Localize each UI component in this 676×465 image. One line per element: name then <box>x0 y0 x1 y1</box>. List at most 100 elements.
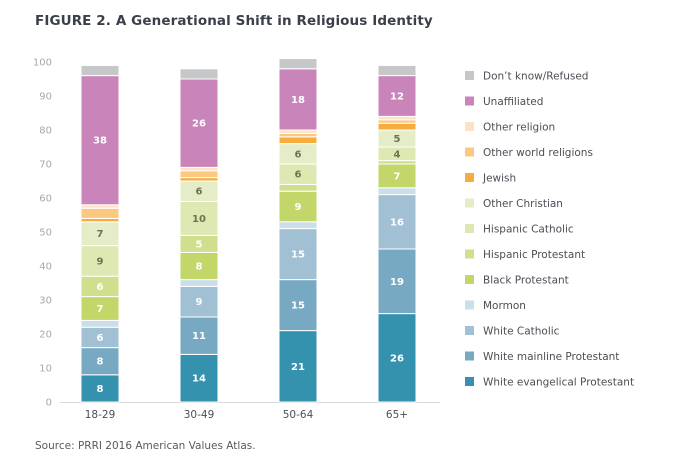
data-label: 21 <box>291 362 305 373</box>
data-label: 7 <box>97 229 104 240</box>
bar-segment <box>278 136 318 145</box>
y-tick-label: 20 <box>39 330 52 341</box>
legend-item: Other Christian <box>465 198 563 210</box>
bar-stack-18-29: 8 8 6 7 6 9 7 38 <box>80 64 120 403</box>
data-label: 8 <box>97 384 104 395</box>
y-tick-label: 90 <box>39 92 52 103</box>
legend-item: White mainline Protestant <box>465 351 619 363</box>
data-label: 12 <box>390 92 404 103</box>
y-tick-label: 100 <box>33 58 52 69</box>
legend-item: Black Protestant <box>465 275 569 287</box>
y-tick-label: 80 <box>39 126 52 137</box>
x-tick-label: 18-29 <box>85 409 116 421</box>
data-label: 4 <box>394 149 401 160</box>
legend-label: Don’t know/Refused <box>483 71 588 83</box>
legend-swatch <box>465 147 474 157</box>
legend-swatch <box>465 96 474 106</box>
legend-label: Mormon <box>483 300 526 312</box>
legend-item: Unaffiliated <box>465 96 543 108</box>
bar-segment <box>179 279 219 287</box>
legend: Don’t know/Refused Unaffiliated Other reli… <box>465 71 634 389</box>
legend-item: Other religion <box>465 122 555 134</box>
bar-segment <box>80 207 120 219</box>
y-tick-label: 70 <box>39 160 52 171</box>
bar-segment <box>179 166 219 172</box>
legend-label: Other religion <box>483 122 555 134</box>
bar-segment <box>278 190 318 223</box>
data-label: 9 <box>97 256 104 267</box>
bar-segment <box>80 217 120 223</box>
bar-segment <box>179 285 219 318</box>
y-tick-label: 10 <box>39 364 52 375</box>
bar-segment <box>179 68 219 80</box>
bar-segment <box>377 194 417 250</box>
bar-segment <box>179 200 219 236</box>
bar-segment <box>278 330 318 403</box>
legend-item: Don’t know/Refused <box>465 71 588 83</box>
bar-segment <box>377 187 417 196</box>
legend-item: White evangelical Protestant <box>465 377 634 389</box>
legend-label: White evangelical Protestant <box>483 377 634 389</box>
legend-label: White mainline Protestant <box>483 351 619 363</box>
x-tick-label: 30-49 <box>184 409 215 421</box>
legend-label: Hispanic Protestant <box>483 249 585 261</box>
data-label: 8 <box>97 357 104 368</box>
bar-segment <box>377 115 417 121</box>
bar-segment <box>80 204 120 209</box>
legend-swatch <box>465 326 474 335</box>
bar-segment <box>278 132 318 138</box>
legend-swatch <box>465 224 474 233</box>
data-label: 7 <box>394 171 401 182</box>
y-tick-label: 40 <box>39 262 52 273</box>
legend-swatch <box>465 377 474 386</box>
bars: 8 8 6 7 6 9 7 38 14 11 9 8 5 10 6 26 21 15 15 9 6 6 18 26 19 16 7 4… <box>80 58 417 403</box>
bar-segment <box>377 248 417 315</box>
legend-item: Hispanic Catholic <box>465 224 574 236</box>
legend-item: White Catholic <box>465 326 560 338</box>
legend-label: Black Protestant <box>483 275 569 287</box>
y-tick-label: 0 <box>46 398 52 409</box>
bar-segment <box>80 75 120 206</box>
data-label: 9 <box>196 297 203 308</box>
bar-segment <box>179 316 219 355</box>
bar-segment <box>377 75 417 117</box>
bar-segment <box>179 78 219 168</box>
bar-segment <box>278 58 318 70</box>
legend-swatch <box>465 198 474 208</box>
legend-item: Other world religions <box>465 147 593 159</box>
data-label: 18 <box>291 95 305 106</box>
y-axis: 0 10 20 30 40 50 60 70 80 90 100 <box>33 58 440 409</box>
data-label: 7 <box>97 304 104 315</box>
bar-segment <box>179 251 219 281</box>
data-label: 26 <box>390 353 404 364</box>
legend-swatch <box>465 300 474 310</box>
bar-segment <box>377 160 417 165</box>
data-label: 15 <box>291 301 305 312</box>
bar-segment <box>179 177 219 182</box>
data-label: 6 <box>97 282 104 293</box>
bar-segment <box>80 319 120 328</box>
x-tick-label: 65+ <box>386 409 408 421</box>
data-label: 10 <box>192 214 206 225</box>
data-label: 6 <box>97 333 104 344</box>
legend-label: White Catholic <box>483 326 560 338</box>
data-label: 8 <box>196 262 203 273</box>
bar-stack-50-64: 21 15 15 9 6 6 18 <box>278 58 318 403</box>
x-axis: 18-29 30-49 50-64 65+ <box>85 409 408 421</box>
data-label: 19 <box>390 277 404 288</box>
x-tick-label: 50-64 <box>283 409 314 421</box>
bar-segment <box>377 64 417 77</box>
bar-segment <box>278 279 318 332</box>
bar-segment <box>80 64 120 77</box>
y-tick-label: 50 <box>39 228 52 239</box>
bar-segment <box>278 129 318 134</box>
legend-label: Other Christian <box>483 198 563 210</box>
data-label: 16 <box>390 217 404 228</box>
data-label: 6 <box>196 187 203 198</box>
bar-segment <box>278 221 318 230</box>
bar-segment <box>179 353 219 403</box>
data-label: 5 <box>196 239 203 250</box>
legend-label: Unaffiliated <box>483 96 543 108</box>
data-label: 9 <box>295 202 302 213</box>
bar-segment <box>80 347 120 376</box>
